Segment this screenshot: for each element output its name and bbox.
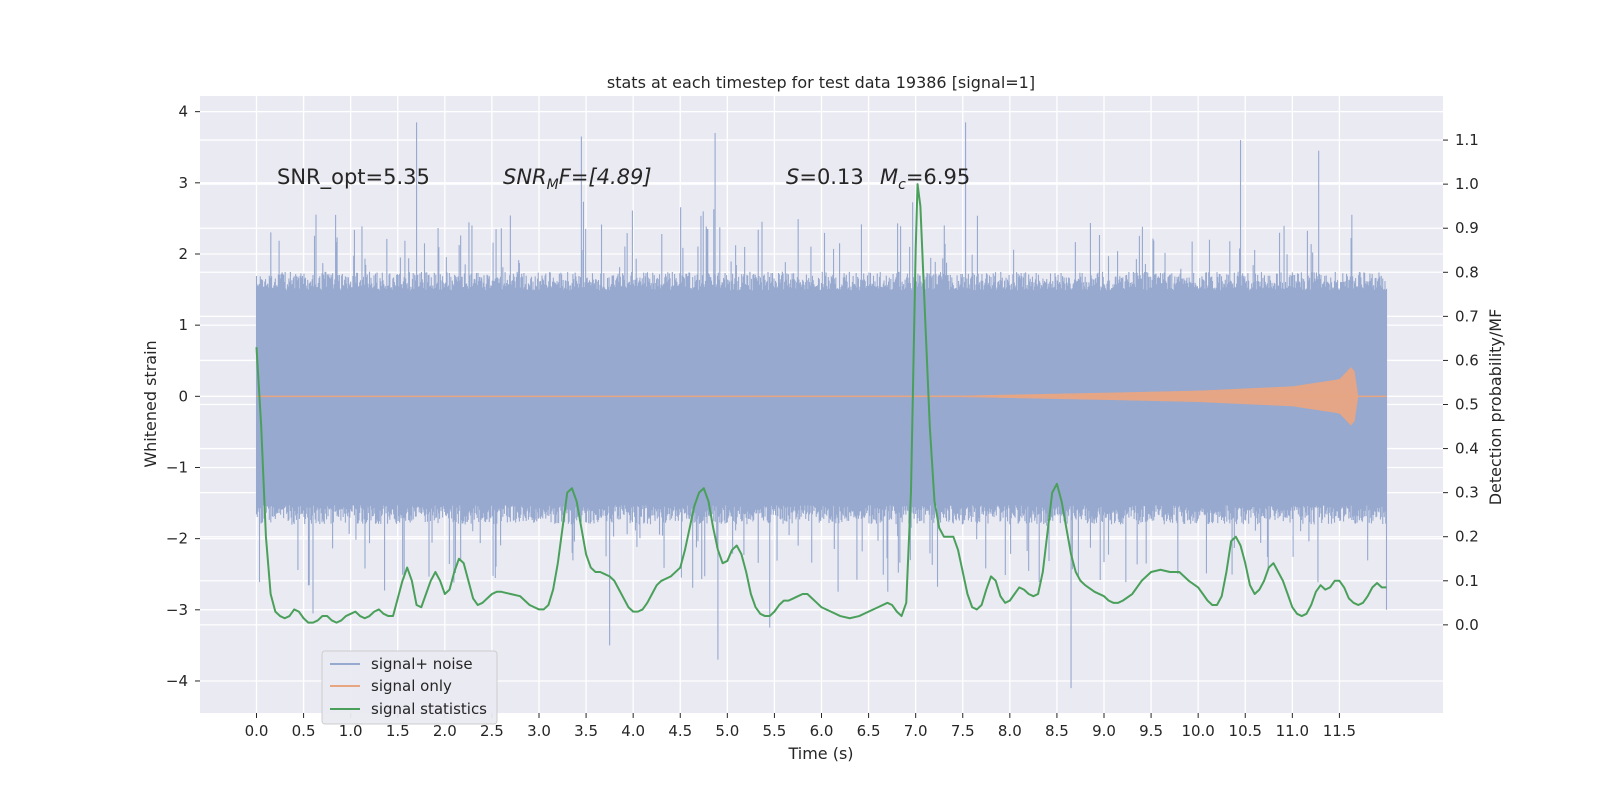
x-tick-label: 0.5 [292, 722, 316, 740]
x-tick-label: 7.5 [951, 722, 975, 740]
x-axis-label: Time (s) [787, 744, 853, 763]
left-tick-label: −3 [166, 601, 188, 619]
annotation-snr-mf-rest: F=[4.89] [559, 165, 652, 189]
right-tick-label: 0.3 [1455, 484, 1479, 502]
right-tick-label: 0.0 [1455, 616, 1479, 634]
left-tick-label: −2 [166, 530, 188, 548]
annotation-snr-mf-label: SNR [503, 165, 547, 189]
left-tick-label: −1 [166, 458, 188, 476]
x-tick-label: 4.5 [668, 722, 692, 740]
left-axis-ticks: −4 −3 −2 −1 0 1 2 3 4 [166, 103, 200, 690]
right-tick-label: 0.6 [1455, 351, 1479, 369]
x-tick-label: 0.0 [245, 722, 269, 740]
x-axis-ticks: 0.0 0.5 1.0 1.5 2.0 2.5 3.0 3.5 4.0 4.5 5.0 5.5 6.0 6… [245, 713, 1356, 740]
x-tick-label: 6.0 [810, 722, 834, 740]
annotation-mc: Mc=6.95 [880, 165, 970, 193]
left-tick-label: 3 [178, 174, 188, 192]
left-tick-label: 0 [178, 387, 188, 405]
legend: signal+ noise signal only signal statist… [321, 650, 498, 725]
signal-statistics-line [255, 183, 1387, 624]
x-tick-label: 6.5 [857, 722, 881, 740]
x-tick-label: 11.0 [1276, 722, 1309, 740]
annotation-s: S=0.13 [786, 165, 864, 189]
x-tick-label: 5.5 [762, 722, 786, 740]
right-tick-label: 0.2 [1455, 528, 1479, 546]
right-tick-label: 0.1 [1455, 572, 1479, 590]
right-tick-label: 0.8 [1455, 263, 1479, 281]
x-tick-label: 1.5 [386, 722, 410, 740]
x-tick-label: 9.0 [1092, 722, 1116, 740]
legend-box [321, 650, 498, 725]
right-tick-label: 0.7 [1455, 307, 1479, 325]
right-tick-label: 0.9 [1455, 219, 1479, 237]
x-tick-label: 5.0 [715, 722, 739, 740]
annotations: SNR_opt=5.35 SNRMF=[4.89] S=0.13 Mc=6.95 [277, 165, 970, 193]
x-tick-label: 3.5 [574, 722, 598, 740]
legend-label-signal-only: signal only [371, 677, 452, 695]
annotation-s-value: =0.13 [799, 165, 863, 189]
plot-area [255, 122, 1388, 689]
left-tick-label: −4 [166, 672, 188, 690]
x-tick-label: 9.5 [1139, 722, 1163, 740]
left-axis-label: Whitened strain [141, 340, 160, 467]
right-tick-label: 0.4 [1455, 440, 1479, 458]
annotation-snr-mf-sub: M [547, 177, 559, 193]
legend-label-signal-statistics: signal statistics [371, 700, 487, 718]
series-signal-only [256, 367, 1387, 426]
right-axis-ticks: 0.0 0.1 0.2 0.3 0.4 0.5 0.6 0.7 0.8 0.9 1.0 1.1 [1443, 131, 1479, 634]
x-tick-label: 10.5 [1229, 722, 1262, 740]
chart-title: stats at each timestep for test data 193… [607, 73, 1035, 92]
right-tick-label: 1.0 [1455, 175, 1479, 193]
x-tick-label: 3.0 [527, 722, 551, 740]
annotation-snr-mf: SNRMF=[4.89] [503, 165, 652, 193]
x-tick-label: 11.5 [1323, 722, 1356, 740]
x-tick-label: 4.0 [621, 722, 645, 740]
left-tick-label: 2 [178, 245, 188, 263]
x-tick-label: 10.0 [1181, 722, 1214, 740]
x-tick-label: 8.0 [998, 722, 1022, 740]
annotation-s-label: S [786, 165, 799, 189]
x-tick-label: 1.0 [339, 722, 363, 740]
left-tick-label: 4 [178, 103, 188, 121]
right-tick-label: 1.1 [1455, 131, 1479, 149]
x-tick-label: 8.5 [1045, 722, 1069, 740]
legend-label-signal-noise: signal+ noise [371, 655, 473, 673]
annotation-mc-value: =6.95 [906, 165, 970, 189]
annotation-snr-opt: SNR_opt=5.35 [277, 165, 430, 190]
right-axis-label: Detection probability/MF [1486, 309, 1505, 506]
annotation-mc-label: M [880, 165, 898, 189]
x-tick-label: 2.5 [480, 722, 504, 740]
series-signal-statistics [255, 183, 1387, 624]
left-tick-label: 1 [178, 316, 188, 334]
right-tick-label: 0.5 [1455, 396, 1479, 414]
x-tick-label: 2.0 [433, 722, 457, 740]
annotation-mc-sub: c [898, 177, 906, 193]
x-tick-label: 7.0 [904, 722, 928, 740]
